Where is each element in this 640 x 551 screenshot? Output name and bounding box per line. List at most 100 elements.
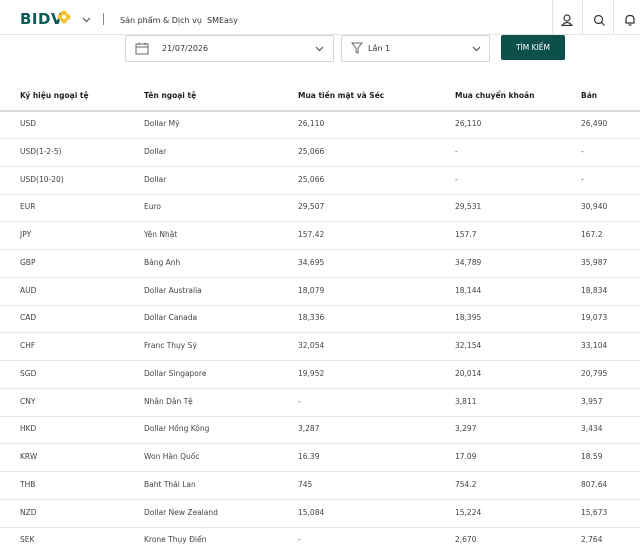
row-divider (0, 165, 640, 167)
table-cell: USD(1-2-5) (20, 146, 62, 156)
table-cell: 754.2 (455, 479, 477, 489)
table-cell: 29,507 (298, 202, 325, 212)
table-cell: HKD (20, 424, 37, 434)
column-header: Tên ngoại tệ (144, 91, 197, 100)
row-divider (0, 387, 640, 389)
header: BIDV Sản phẩm & Dịch vụ SMEasy (0, 0, 640, 35)
table-cell: - (455, 146, 458, 156)
table-cell: 26,110 (455, 119, 482, 128)
table-cell: SEK (20, 535, 35, 545)
column-header: Mua chuyển khoản (455, 91, 535, 100)
table-cell: 2,670 (455, 535, 477, 545)
table-cell: Dollar (144, 174, 167, 184)
table-cell: 18,395 (455, 313, 482, 323)
dropdown-chevron (472, 46, 481, 52)
table-cell: 3,811 (455, 396, 477, 406)
nav-item[interactable]: Sản phẩm & Dịch vụ (120, 16, 202, 25)
row-divider (0, 249, 640, 250)
table-cell: Dollar New Zealand (144, 507, 218, 517)
table-cell: 35,987 (581, 257, 608, 267)
row-divider (0, 221, 640, 223)
filter-icon (351, 42, 363, 54)
table-cell: NZD (20, 507, 37, 517)
table-cell: 157.7 (455, 230, 477, 239)
divider (613, 0, 614, 34)
table-cell: 16.39 (298, 452, 320, 461)
table-cell: EUR (20, 202, 36, 212)
table-cell: Nhân Dân Tệ (144, 396, 193, 406)
table-cell: 19,952 (298, 368, 325, 378)
table-cell: Dollar Mỹ (144, 119, 180, 128)
table-cell: KRW (20, 452, 38, 461)
header-rule (0, 110, 640, 112)
row-divider (0, 526, 640, 528)
table-cell: Krone Thụy Điển (144, 535, 207, 545)
table-cell: 29,531 (455, 202, 482, 212)
table-cell: 32,054 (298, 341, 325, 350)
table-cell: JPY (20, 230, 32, 239)
row-divider (0, 304, 640, 306)
table-cell: 3,434 (581, 424, 603, 434)
divider (103, 13, 104, 25)
table-cell: 2,764 (581, 535, 603, 545)
table-cell: - (298, 535, 301, 545)
table-cell: USD (20, 119, 37, 128)
table-cell: Dollar (144, 146, 167, 156)
table-cell: Won Hàn Quốc (144, 452, 200, 461)
table-cell: 26,490 (581, 119, 608, 128)
table-cell: 25,066 (298, 146, 325, 156)
table-cell: Dollar Australia (144, 285, 202, 295)
date-value: 21/07/2026 (162, 44, 209, 53)
table-cell: Bảng Anh (144, 257, 181, 267)
dropdown-chevron[interactable] (82, 17, 91, 23)
table-cell: Dollar Singapore (144, 368, 207, 378)
table-cell: - (581, 174, 584, 184)
column-header: Ký hiệu ngoại tệ (20, 91, 89, 100)
calendar-icon (135, 42, 149, 55)
nav-item[interactable]: SMEasy (207, 16, 238, 25)
table-cell: 32,154 (455, 341, 482, 350)
dropdown-chevron (315, 46, 324, 52)
table-cell: 25,066 (298, 174, 325, 184)
table-cell: 3,957 (581, 396, 603, 406)
table-cell: 17.09 (455, 452, 477, 461)
column-header: Bán (581, 91, 598, 100)
session-value: Lần 1 (368, 44, 391, 53)
table-cell: CNY (20, 396, 36, 406)
column-header: Mua tiền mặt và Séc (298, 91, 385, 100)
user-icon[interactable] (561, 14, 573, 26)
table-cell: 167.2 (581, 230, 603, 239)
table-cell: 19,073 (581, 313, 608, 323)
row-divider (0, 498, 640, 500)
table-cell: Dollar Hồng Kông (144, 424, 210, 434)
session-select[interactable]: Lần 1 (341, 35, 490, 62)
table-cell: 15,084 (298, 507, 325, 517)
table-cell: SGD (20, 368, 37, 378)
table-cell: 15,673 (581, 507, 608, 517)
row-divider (0, 360, 640, 361)
table-cell: USD(10-20) (20, 174, 64, 184)
search-button[interactable]: TÌM KIẾM (501, 35, 565, 60)
divider (582, 0, 583, 34)
logo[interactable]: BIDV (20, 10, 64, 28)
table-cell: - (455, 174, 458, 184)
table-cell: Franc Thụy Sỹ (144, 341, 197, 350)
table-cell: Dollar Canada (144, 313, 198, 323)
bell-icon[interactable] (624, 14, 636, 26)
date-picker[interactable]: 21/07/2026 (125, 35, 334, 62)
table-cell: AUD (20, 285, 37, 295)
logo-mark (57, 10, 71, 24)
table-cell: 18,336 (298, 313, 325, 323)
row-divider (0, 138, 640, 139)
table-cell: 30,940 (581, 202, 608, 212)
table-cell: THB (20, 479, 36, 489)
search-icon[interactable] (593, 14, 605, 26)
table-cell: - (298, 396, 301, 406)
table-cell: 33,104 (581, 341, 608, 350)
table-cell: Baht Thái Lan (144, 479, 196, 489)
table-cell: CAD (20, 313, 37, 323)
table-cell: Euro (144, 202, 161, 212)
table-cell: 20,795 (581, 368, 608, 378)
